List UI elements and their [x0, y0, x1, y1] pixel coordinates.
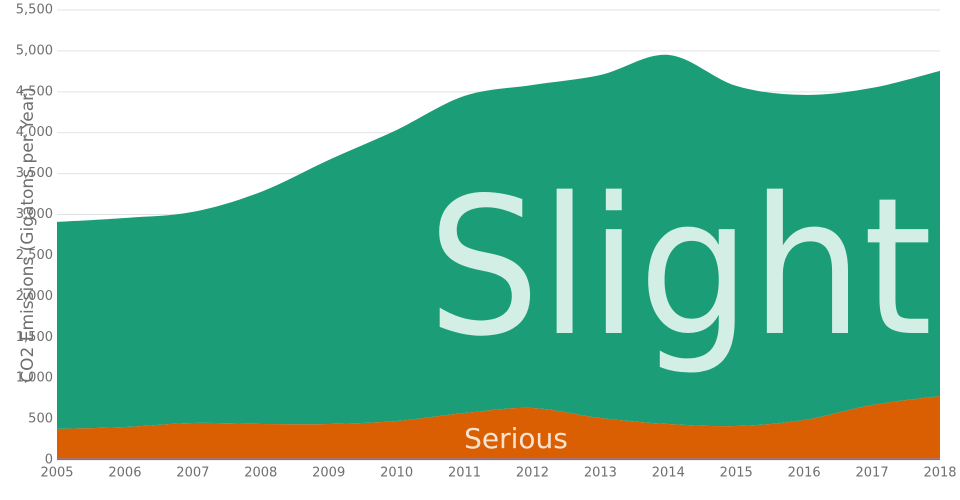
area — [57, 458, 940, 460]
y-tick-label: 500 — [28, 412, 53, 427]
x-tick-label: 2012 — [516, 466, 549, 481]
x-tick-label: 2014 — [652, 466, 685, 481]
x-tick-label: 2013 — [584, 466, 617, 481]
labels: 0 500 1,000 1,500 2,000 2,500 3,000 3,500 4,000 4… — [16, 3, 957, 481]
areas — [57, 54, 940, 460]
y-tick-label: 5,500 — [16, 3, 53, 18]
x-tick-label: 2016 — [788, 466, 821, 481]
x-tick-label: 2007 — [176, 466, 209, 481]
x-tick-label: 2011 — [448, 466, 481, 481]
area — [57, 396, 940, 459]
x-tick-label: 2015 — [720, 466, 753, 481]
series-label: Slight — [428, 157, 933, 378]
x-tick-label: 2009 — [312, 466, 345, 481]
y-tick-label: 2,000 — [16, 289, 53, 304]
y-axis-title: CO2 Emissions (Gigatons per Year) — [18, 87, 38, 382]
y-tick-label: 3,000 — [16, 207, 53, 222]
y-tick-label: 5,000 — [16, 43, 53, 58]
x-tick-label: 2005 — [40, 466, 73, 481]
x-tick-label: 2018 — [923, 466, 956, 481]
y-tick-label: 0 — [45, 453, 53, 468]
y-tick-label: 2,500 — [16, 248, 53, 263]
y-tick-label: 3,500 — [16, 166, 53, 181]
y-tick-label: 1,000 — [16, 371, 53, 386]
x-tick-label: 2008 — [244, 466, 277, 481]
y-tick-label: 4,000 — [16, 125, 53, 140]
x-tick-label: 2010 — [380, 466, 413, 481]
x-tick-label: 2006 — [108, 466, 141, 481]
series-label: Serious — [464, 422, 568, 455]
y-tick-label: 1,500 — [16, 330, 53, 345]
x-tick-label: 2017 — [856, 466, 889, 481]
area — [57, 54, 940, 429]
y-tick-label: 4,500 — [16, 84, 53, 99]
